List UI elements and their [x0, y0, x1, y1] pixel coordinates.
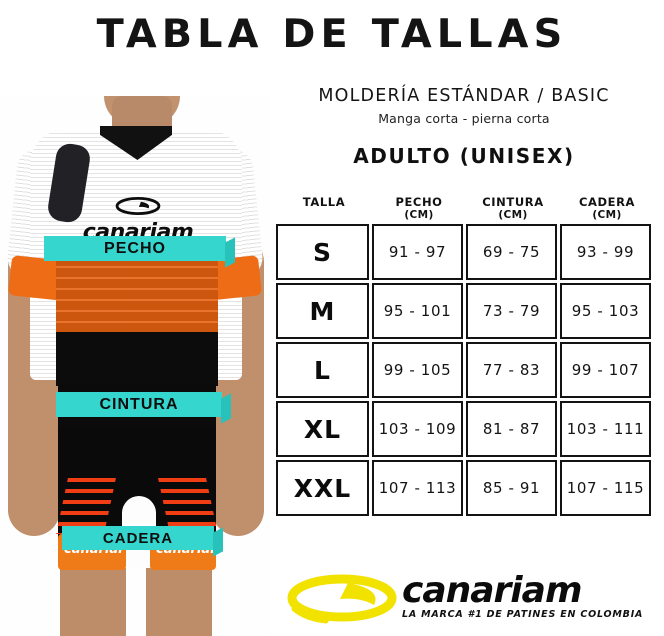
pecho-value: 99 - 105 [383, 361, 452, 380]
cell-pecho: 99 - 105 [372, 342, 463, 399]
column-header-cintura: CINTURA (CM) [466, 195, 560, 222]
cell-cadera: 107 - 115 [560, 460, 651, 517]
jersey-midriff-panel [56, 332, 218, 386]
column-header-pecho-unit: (CM) [404, 209, 434, 222]
cintura-value: 69 - 75 [482, 243, 541, 262]
table-row: S 91 - 97 69 - 75 93 - 99 [276, 224, 654, 281]
column-header-talla: TALLA [276, 195, 372, 221]
model-photo: canariam canariam canariam PECHO CINTURA… [0, 96, 270, 636]
table-row: XXL 107 - 113 85 - 91 107 - 115 [276, 460, 654, 517]
pattern-subtitle: MOLDERÍA ESTÁNDAR / BASIC [318, 86, 610, 106]
brand-logo: canariam LA MARCA #1 DE PATINES EN COLOM… [286, 566, 652, 628]
size-table: TALLA PECHO (CM) CINTURA (CM) CADERA (CM… [276, 195, 654, 517]
table-header-row: TALLA PECHO (CM) CINTURA (CM) CADERA (CM… [276, 195, 654, 222]
chest-measure-band: PECHO [44, 236, 226, 261]
cut-subtitle: Manga corta - pierna corta [378, 111, 550, 126]
column-header-pecho: PECHO (CM) [372, 195, 466, 222]
cell-cintura: 77 - 83 [466, 342, 557, 399]
cell-size: L [276, 342, 369, 399]
column-header-cintura-label: CINTURA [482, 195, 544, 209]
cadera-value: 99 - 107 [571, 361, 640, 380]
column-header-cadera-label: CADERA [578, 195, 636, 209]
brand-name: canariam [402, 569, 582, 611]
size-label: M [309, 296, 336, 326]
cell-pecho: 103 - 109 [372, 401, 463, 458]
cell-cadera: 99 - 107 [560, 342, 651, 399]
column-header-talla-label: TALLA [302, 195, 346, 209]
cell-size: XL [276, 401, 369, 458]
cell-pecho: 91 - 97 [372, 224, 463, 281]
cadera-value: 95 - 103 [571, 302, 640, 321]
size-label: XXL [293, 473, 352, 503]
cell-cadera: 95 - 103 [560, 283, 651, 340]
cell-size: XXL [276, 460, 369, 517]
brand-tagline: LA MARCA #1 DE PATINES EN COLOMBIA [402, 609, 644, 621]
page-title: TABLA DE TALLAS [96, 12, 568, 57]
column-header-pecho-label: PECHO [395, 195, 443, 209]
jersey-swoosh-icon [115, 196, 161, 216]
cintura-value: 77 - 83 [482, 361, 541, 380]
size-label: XL [303, 414, 342, 444]
cintura-value: 73 - 79 [482, 302, 541, 321]
audience-subtitle: ADULTO (UNISEX) [353, 144, 575, 168]
cell-cadera: 103 - 111 [560, 401, 651, 458]
chart-headings: MOLDERÍA ESTÁNDAR / BASIC Manga corta - … [272, 86, 656, 168]
cadera-value: 103 - 111 [566, 420, 645, 439]
size-label: S [312, 237, 332, 267]
hip-measure-band: CADERA [62, 526, 214, 550]
cell-cintura: 73 - 79 [466, 283, 557, 340]
column-header-cintura-unit: (CM) [498, 209, 528, 222]
pecho-value: 107 - 113 [378, 479, 457, 498]
cell-size: M [276, 283, 369, 340]
brand-logo-text: canariam LA MARCA #1 DE PATINES EN COLOM… [402, 569, 644, 621]
cell-cintura: 69 - 75 [466, 224, 557, 281]
cell-pecho: 107 - 113 [372, 460, 463, 517]
cell-size: S [276, 224, 369, 281]
canariam-swoosh-icon [287, 574, 397, 624]
cadera-value: 93 - 99 [576, 243, 635, 262]
cadera-value: 107 - 115 [566, 479, 645, 498]
pecho-value: 91 - 97 [388, 243, 447, 262]
table-row: L 99 - 105 77 - 83 99 - 107 [276, 342, 654, 399]
cell-cintura: 81 - 87 [466, 401, 557, 458]
cell-cintura: 85 - 91 [466, 460, 557, 517]
size-label: L [314, 355, 331, 385]
cintura-value: 85 - 91 [482, 479, 541, 498]
column-header-cadera-unit: (CM) [592, 209, 622, 222]
table-row: XL 103 - 109 81 - 87 103 - 111 [276, 401, 654, 458]
cell-pecho: 95 - 101 [372, 283, 463, 340]
cell-cadera: 93 - 99 [560, 224, 651, 281]
pecho-value: 95 - 101 [383, 302, 452, 321]
table-row: M 95 - 101 73 - 79 95 - 103 [276, 283, 654, 340]
pecho-value: 103 - 109 [378, 420, 457, 439]
column-header-cadera: CADERA (CM) [560, 195, 654, 222]
waist-measure-band: CINTURA [56, 392, 222, 417]
cintura-value: 81 - 87 [482, 420, 541, 439]
